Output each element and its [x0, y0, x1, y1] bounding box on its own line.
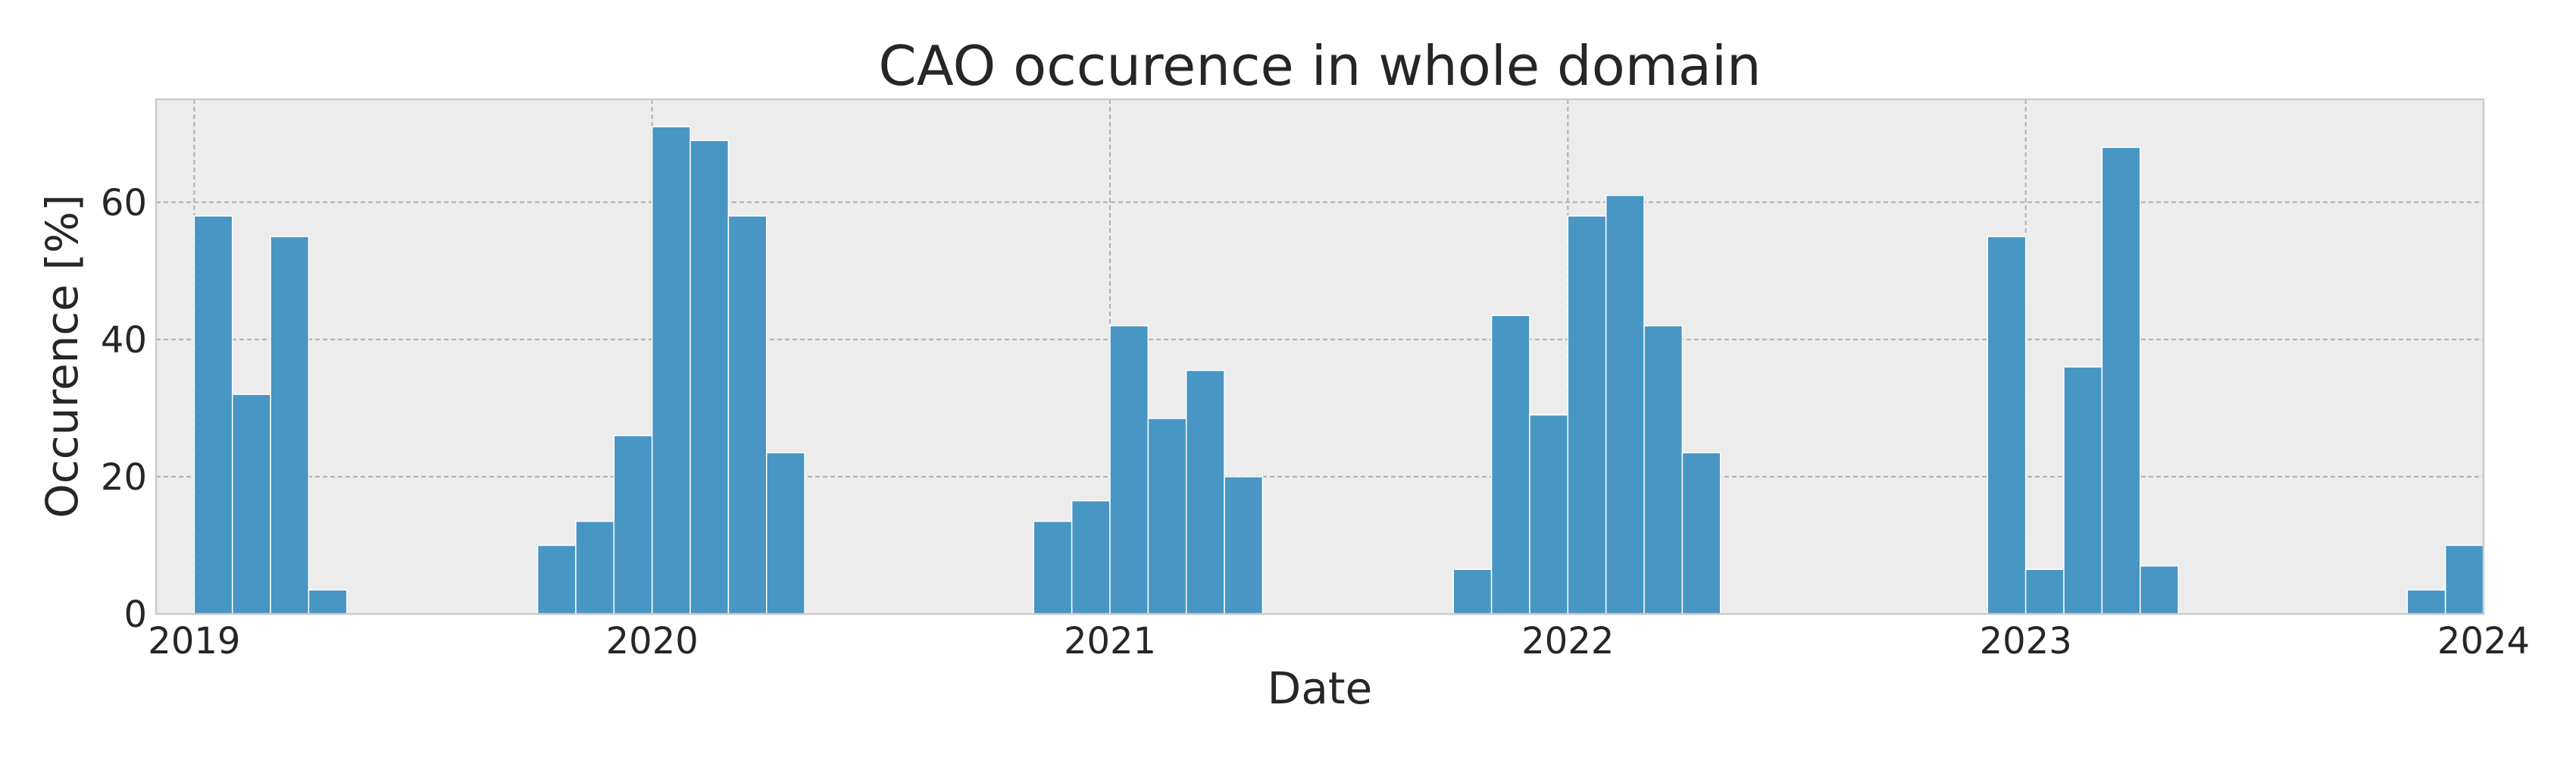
x-tick-label: 2024 — [2437, 620, 2530, 662]
x-tick-label: 2020 — [606, 620, 699, 662]
bar-2019-12 — [613, 434, 653, 615]
bar-2019-11 — [575, 521, 615, 615]
bar-2023-04 — [2140, 565, 2179, 615]
x-tick-label: 2023 — [1980, 620, 2072, 662]
bar-2021-01 — [1109, 325, 1149, 615]
bar-2022-01 — [1567, 215, 1607, 615]
bar-2022-12 — [1987, 236, 2027, 615]
bar-2020-04 — [766, 452, 805, 615]
bar-2020-03 — [727, 215, 767, 615]
x-tick-label: 2021 — [1064, 620, 1156, 662]
bar-2023-12 — [2444, 544, 2484, 615]
bar-2021-12 — [1529, 414, 1569, 615]
plot-frame — [155, 98, 2485, 615]
bar-2021-04 — [1224, 476, 1264, 615]
bar-2021-03 — [1185, 369, 1225, 615]
bar-2022-03 — [1643, 325, 1683, 615]
bar-2020-12 — [1071, 500, 1111, 615]
y-axis-label: Occurence [%] — [36, 194, 88, 518]
bar-2023-03 — [2101, 146, 2141, 615]
y-tick-label: 60 — [101, 182, 147, 224]
x-tick-label: 2019 — [148, 620, 240, 662]
x-tick-label: 2022 — [1521, 620, 1614, 662]
tick-labels: 2019 2020 2021 2022 2023 2024 0 20 40 60 — [101, 182, 2530, 662]
y-tick-label: 20 — [101, 456, 147, 499]
bar-2022-02 — [1605, 194, 1645, 615]
y-tick-label: 40 — [101, 319, 147, 362]
bar-2019-01 — [193, 215, 233, 615]
bar-2023-02 — [2063, 366, 2103, 615]
y-tick-label: 0 — [123, 594, 147, 636]
bar-2021-11 — [1490, 315, 1530, 615]
bar-2023-11 — [2406, 589, 2446, 615]
bar-2019-10 — [536, 544, 577, 615]
bar-2022-04 — [1681, 452, 1721, 615]
bar-2019-03 — [270, 236, 310, 615]
x-axis-label: Date — [1268, 662, 1373, 714]
bar-2021-02 — [1147, 418, 1187, 615]
bar-2020-02 — [689, 139, 730, 615]
bar-2020-01 — [651, 126, 691, 615]
bar-2023-01 — [2024, 568, 2065, 615]
bar-2021-10 — [1452, 568, 1493, 615]
bar-2019-02 — [231, 393, 271, 615]
bar-2019-04 — [308, 589, 348, 615]
bar-2020-11 — [1033, 521, 1073, 615]
chart-title: CAO occurence in whole domain — [878, 34, 1761, 98]
